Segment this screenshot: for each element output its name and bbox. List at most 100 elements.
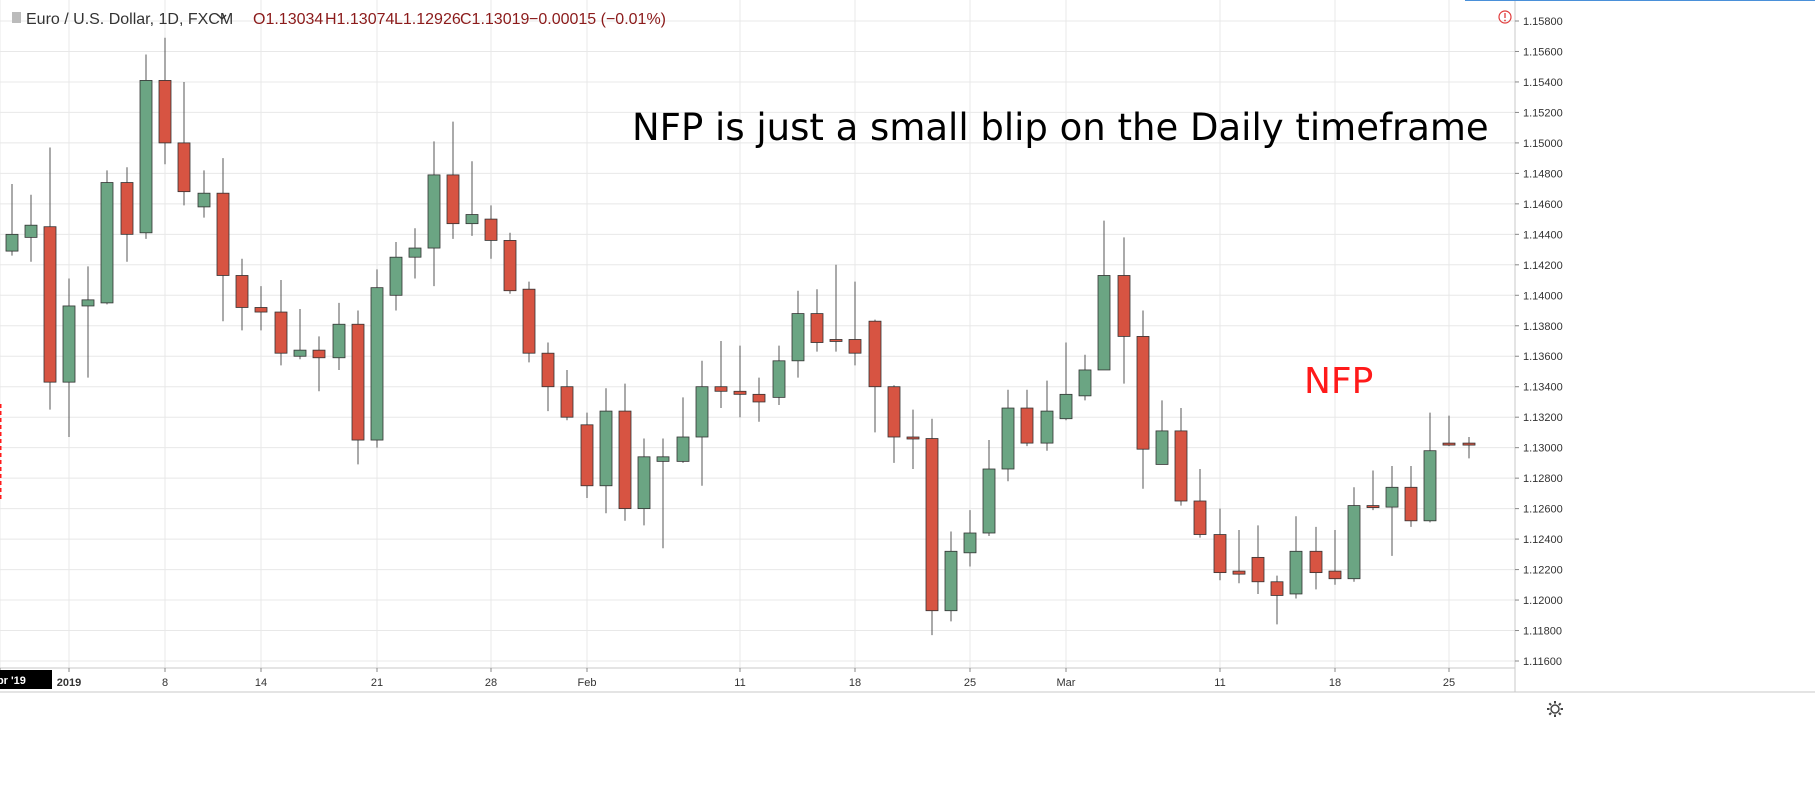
candle-body [1174,430,1188,502]
candle [235,258,249,331]
candle-body [772,360,786,398]
candle-body [408,247,422,258]
y-tick-label: 1.11600 [1523,656,1562,668]
plot-area[interactable] [0,0,1515,668]
ohlc-open: O1.13034 [253,11,323,28]
candle-body [1097,275,1111,371]
candle [139,54,153,239]
candle-body [752,393,766,403]
candle-body [1001,407,1015,470]
candle-body [177,142,191,193]
candle [1328,529,1342,585]
candle-body [1347,505,1361,580]
y-tick-label: 1.12400 [1523,534,1563,546]
candle [43,147,57,410]
ohlc-close: C1.13019 [460,11,529,28]
x-tick-label: 2019 [57,677,81,689]
candle [1366,470,1380,511]
y-tick-label: 1.15400 [1523,77,1563,89]
candle [81,266,95,378]
alert-icon[interactable] [1498,10,1512,24]
candle [293,309,307,360]
candle-body [293,349,307,357]
x-highlight-background [0,670,52,689]
candle [714,341,728,409]
x-tick-label: 11 [734,677,745,689]
x-highlight-label: 05 Apr '19 [0,675,26,687]
candle-body [1404,486,1418,522]
candle [332,302,346,370]
candle [216,158,230,322]
candle-body [848,339,862,354]
candle [1404,465,1418,527]
candle-body [332,323,346,359]
ohlc-low: L1.12926 [394,11,461,28]
symbol-title[interactable]: Euro / U.S. Dollar, 1D, FXCM [26,11,233,28]
candle-body [503,240,517,292]
candle [1020,389,1034,447]
candle [465,161,479,236]
candle [868,319,882,433]
gear-icon[interactable] [1547,701,1563,717]
candle-body [676,436,690,462]
ohlc-high: H1.13074 [325,11,394,28]
candle-body [791,313,805,362]
y-tick-label: 1.13200 [1523,412,1563,424]
candle-body [1385,486,1399,508]
candle [733,345,747,418]
candle [618,383,632,521]
candle [848,281,862,366]
candle [1270,575,1284,625]
candle [676,397,690,463]
chart-header[interactable]: Euro / U.S. Dollar, 1D, FXCM O1.13034 H1… [12,11,666,28]
candle [944,531,958,622]
candle [197,170,211,218]
candle [1117,237,1131,384]
y-tick-label: 1.15000 [1523,138,1563,150]
chevron-down-icon[interactable] [217,14,227,20]
candle [1193,469,1207,538]
candle [1040,380,1054,451]
candle [906,409,920,469]
candle-body [1270,581,1284,596]
candle [177,81,191,206]
candle [351,310,365,465]
candle-body [1213,534,1227,574]
y-tick-label: 1.15200 [1523,107,1563,119]
candle-body [274,311,288,354]
candle-body [158,80,172,144]
candle-body [944,550,958,612]
candle-body [714,386,728,392]
x-tick-label: Mar [1057,677,1076,689]
candle [1289,516,1303,599]
candle [599,388,613,514]
candle-body [1442,442,1456,446]
candle [62,278,76,437]
x-tick-label: 18 [1329,677,1341,689]
y-tick-label: 1.12600 [1523,504,1563,516]
candle-body [1366,505,1380,508]
candle-body [906,436,920,440]
candle-body [254,307,268,313]
y-tick-label: 1.13400 [1523,382,1563,394]
candle-body [560,386,574,418]
x-tick-label: 25 [1443,677,1455,689]
candle-body [887,386,901,438]
candle [1347,487,1361,582]
candle-body [599,410,613,487]
annotation-nfp-label: NFP [1304,361,1373,402]
x-tick-label: 21 [371,677,383,689]
candle-body [351,323,365,441]
horizontal-gridlines [0,20,1515,662]
y-tick-label: 1.15800 [1523,16,1563,28]
x-tick-label: 18 [849,677,861,689]
candle-body [695,386,709,438]
candle [522,281,536,363]
candle [1059,342,1073,421]
candle-body [5,233,19,252]
candle [427,141,441,287]
y-tick-label: 1.14800 [1523,168,1563,180]
candle-body [1155,430,1169,465]
candle-body [370,287,384,441]
